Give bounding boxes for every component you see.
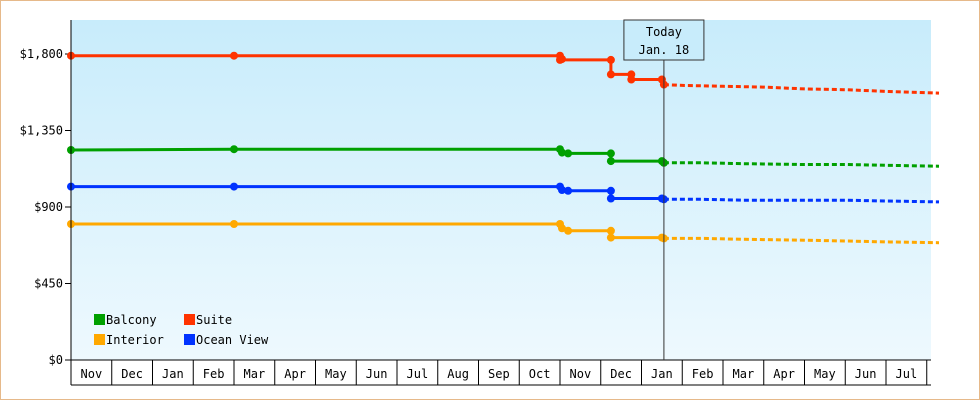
- y-tick-label: $1,350: [20, 124, 63, 138]
- x-tick-label: Mar: [244, 367, 266, 381]
- x-tick-label: Jun: [366, 367, 388, 381]
- y-tick-label: $900: [34, 200, 63, 214]
- x-tick-label: Feb: [203, 367, 225, 381]
- x-tick-label: Jan: [651, 367, 673, 381]
- legend-swatch: [184, 314, 195, 325]
- series-point[interactable]: [606, 149, 615, 158]
- series-point[interactable]: [556, 55, 564, 64]
- series-point[interactable]: [606, 186, 615, 195]
- x-tick-label: Jan: [162, 367, 184, 381]
- legend-label: Ocean View: [196, 333, 269, 347]
- series-point[interactable]: [627, 75, 636, 84]
- x-tick-label: Nov: [570, 367, 592, 381]
- series-point[interactable]: [606, 70, 615, 79]
- series-point[interactable]: [606, 157, 615, 166]
- today-label-box: [623, 19, 705, 61]
- series-forecast-line: [663, 236, 940, 245]
- legend-swatch: [94, 334, 105, 345]
- y-tick-label: $0: [49, 353, 63, 367]
- x-axis-month-row: Nov Dec Jan Feb Mar Apr May Jun Jul Aug Sep Oct Nov D…: [70, 359, 931, 386]
- series-point[interactable]: [558, 224, 566, 233]
- x-tick-label: Jul: [407, 367, 429, 381]
- x-tick-label: Dec: [121, 367, 143, 381]
- legend: Balcony Suite Interior Ocean View: [94, 313, 269, 347]
- x-tick-label: Oct: [529, 367, 551, 381]
- x-tick-label: Aug: [447, 367, 469, 381]
- x-tick-label: Dec: [610, 367, 632, 381]
- series-point[interactable]: [230, 182, 238, 191]
- series-point[interactable]: [558, 148, 566, 157]
- series-point[interactable]: [564, 226, 573, 235]
- legend-label: Interior: [106, 333, 164, 347]
- x-tick-label: Apr: [773, 367, 795, 381]
- series-point[interactable]: [564, 186, 573, 195]
- legend-swatch: [94, 314, 105, 325]
- plot-background: [71, 20, 931, 360]
- series-forecast-line: [663, 197, 940, 204]
- series-suite: [67, 51, 940, 95]
- y-axis-ticks: $0 $450 $900 $1,350 $1,800: [20, 47, 71, 367]
- series-layer: [67, 51, 940, 245]
- series-point[interactable]: [558, 186, 566, 194]
- series-point[interactable]: [230, 145, 238, 154]
- series-point[interactable]: [564, 149, 573, 158]
- series-point[interactable]: [606, 233, 615, 242]
- series-forecast-line: [663, 83, 940, 95]
- series-point[interactable]: [230, 220, 238, 228]
- series-point[interactable]: [606, 194, 615, 203]
- series-forecast-line: [663, 161, 940, 168]
- today-label-line1: Today: [646, 25, 682, 39]
- today-marker: Today Jan. 18: [623, 19, 705, 360]
- series-point[interactable]: [606, 55, 615, 64]
- legend-swatch: [184, 334, 195, 345]
- series-point[interactable]: [606, 226, 615, 235]
- x-tick-label: Sep: [488, 367, 510, 381]
- y-tick-label: $450: [34, 277, 63, 291]
- x-tick-label: May: [325, 367, 347, 381]
- x-tick-label: May: [814, 367, 836, 381]
- legend-label: Suite: [196, 313, 232, 327]
- x-tick-label: Jul: [896, 367, 918, 381]
- y-tick-label: $1,800: [20, 47, 63, 61]
- legend-label: Balcony: [106, 313, 157, 327]
- x-tick-label: Feb: [692, 367, 714, 381]
- x-tick-label: Mar: [733, 367, 755, 381]
- today-label-line2: Jan. 18: [639, 43, 690, 57]
- x-tick-label: Apr: [284, 367, 306, 381]
- x-tick-label: Jun: [855, 367, 877, 381]
- x-tick-label: Nov: [81, 367, 103, 381]
- series-point[interactable]: [230, 51, 238, 60]
